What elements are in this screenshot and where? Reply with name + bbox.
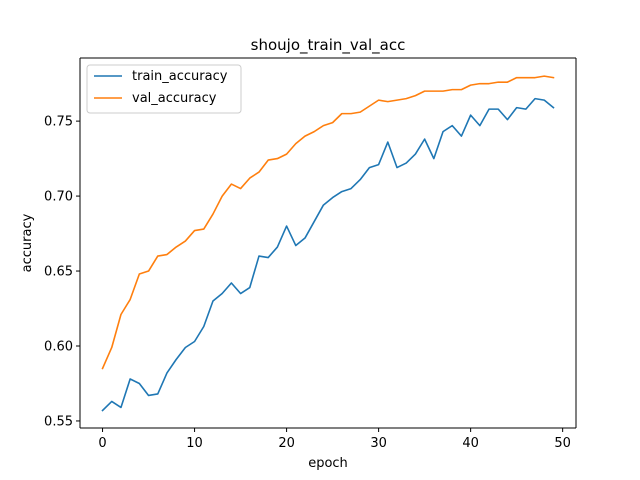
x-axis-label: epoch <box>308 456 348 471</box>
legend-frame <box>86 64 242 114</box>
y-tick-label: 0.75 <box>44 115 73 130</box>
legend-label-val-accuracy: val_accuracy <box>132 91 217 106</box>
x-tick-label: 30 <box>370 436 387 451</box>
series-layer <box>101 75 555 412</box>
plot-area <box>80 58 576 428</box>
x-tick-label: 20 <box>278 436 295 451</box>
series-line-train-accuracy <box>101 97 555 412</box>
y-tick-label: 0.55 <box>44 414 73 429</box>
y-axis-ticks: 0.55 0.60 0.65 0.70 0.75 <box>44 115 80 429</box>
x-tick-label: 10 <box>186 436 203 451</box>
legend-label-train-accuracy: train_accuracy <box>132 69 228 84</box>
chart-title: shoujo_train_val_acc <box>251 36 406 55</box>
series-line-val-accuracy <box>101 75 555 370</box>
y-tick-label: 0.70 <box>44 190 73 205</box>
y-tick-label: 0.65 <box>44 265 73 280</box>
y-tick-label: 0.60 <box>44 339 73 354</box>
axes-frame <box>79 57 577 429</box>
y-axis-label: accuracy <box>20 213 35 272</box>
x-axis-ticks: 0 10 20 30 40 50 <box>98 428 571 451</box>
x-tick-label: 50 <box>554 436 571 451</box>
x-tick-label: 40 <box>462 436 479 451</box>
x-tick-label: 0 <box>98 436 106 451</box>
legend: train_accuracy val_accuracy <box>86 64 242 114</box>
